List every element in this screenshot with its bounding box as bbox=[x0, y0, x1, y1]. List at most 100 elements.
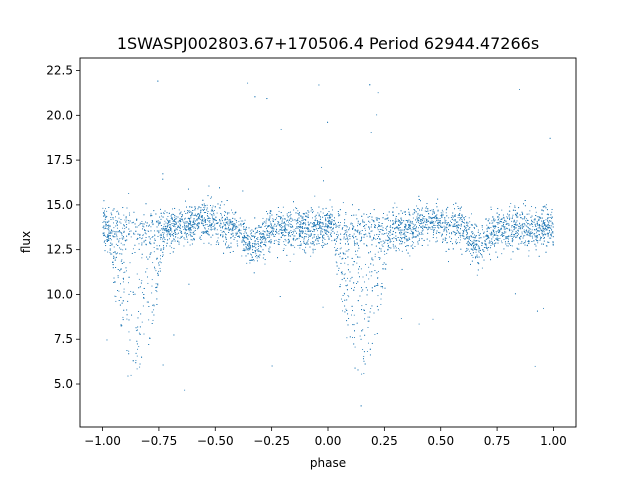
data-point bbox=[520, 228, 522, 230]
data-point bbox=[352, 337, 353, 338]
data-point bbox=[361, 287, 363, 289]
data-point bbox=[160, 255, 162, 257]
data-point bbox=[428, 220, 429, 222]
data-point bbox=[219, 204, 221, 206]
data-point bbox=[363, 221, 365, 223]
data-point bbox=[491, 220, 493, 222]
data-point bbox=[104, 214, 106, 216]
data-point bbox=[156, 257, 158, 259]
data-point bbox=[365, 263, 366, 265]
data-point bbox=[217, 240, 218, 242]
data-point bbox=[518, 228, 520, 230]
data-point bbox=[469, 227, 471, 228]
data-point bbox=[317, 228, 319, 229]
data-point bbox=[138, 287, 140, 289]
data-point bbox=[209, 222, 211, 224]
data-point bbox=[381, 283, 383, 284]
data-point bbox=[230, 219, 232, 221]
data-point bbox=[280, 227, 282, 228]
data-point bbox=[529, 232, 531, 234]
data-point bbox=[167, 220, 169, 222]
data-point bbox=[158, 262, 159, 264]
data-point bbox=[286, 224, 288, 226]
data-point bbox=[294, 235, 296, 237]
data-point bbox=[102, 222, 104, 223]
data-point bbox=[164, 241, 165, 243]
data-point bbox=[492, 216, 494, 218]
data-point bbox=[548, 237, 550, 239]
data-point bbox=[312, 250, 314, 252]
data-point bbox=[344, 293, 346, 295]
data-point bbox=[366, 235, 368, 237]
data-point bbox=[289, 223, 291, 225]
data-point bbox=[108, 238, 110, 240]
data-point bbox=[307, 230, 309, 232]
data-point bbox=[221, 231, 223, 233]
data-point bbox=[148, 319, 150, 321]
data-point bbox=[142, 234, 144, 236]
data-point bbox=[413, 227, 415, 229]
data-point bbox=[113, 227, 115, 229]
data-point bbox=[369, 235, 371, 237]
data-point bbox=[548, 225, 550, 227]
data-point bbox=[104, 235, 106, 237]
data-point bbox=[540, 225, 542, 227]
scatter-points bbox=[102, 80, 554, 407]
data-point bbox=[317, 234, 319, 236]
data-point bbox=[260, 236, 262, 238]
data-point bbox=[174, 236, 176, 238]
data-point bbox=[460, 236, 462, 238]
data-point bbox=[364, 318, 365, 320]
data-point bbox=[478, 250, 480, 252]
data-point bbox=[342, 257, 344, 259]
data-point bbox=[256, 257, 258, 259]
data-point bbox=[488, 226, 490, 228]
data-point bbox=[446, 242, 448, 244]
data-point bbox=[186, 229, 188, 231]
data-point bbox=[509, 206, 511, 208]
data-point bbox=[298, 217, 300, 219]
data-point bbox=[408, 219, 410, 221]
data-point bbox=[231, 230, 233, 232]
data-point bbox=[551, 211, 553, 213]
data-point bbox=[225, 212, 227, 214]
data-point bbox=[105, 225, 107, 227]
data-point bbox=[269, 240, 271, 242]
data-point bbox=[448, 225, 450, 227]
data-point bbox=[413, 226, 415, 228]
data-point bbox=[232, 232, 234, 234]
data-point bbox=[223, 240, 225, 242]
data-point bbox=[186, 238, 188, 240]
data-point bbox=[156, 230, 158, 232]
data-point bbox=[188, 230, 190, 232]
data-point bbox=[378, 218, 380, 220]
data-point bbox=[300, 243, 302, 245]
data-point bbox=[151, 292, 153, 294]
data-point bbox=[184, 210, 185, 212]
data-point bbox=[364, 229, 366, 231]
data-point bbox=[307, 214, 309, 216]
data-point bbox=[518, 237, 520, 238]
data-point bbox=[172, 208, 173, 210]
data-point bbox=[481, 226, 483, 228]
data-point bbox=[442, 214, 444, 216]
data-point bbox=[295, 220, 297, 222]
data-point bbox=[123, 288, 125, 290]
data-point bbox=[395, 227, 397, 228]
data-point bbox=[475, 244, 477, 245]
data-point bbox=[324, 226, 325, 228]
data-point bbox=[146, 301, 148, 303]
data-point bbox=[472, 232, 474, 234]
data-point bbox=[189, 210, 191, 212]
data-point bbox=[120, 222, 122, 224]
data-point bbox=[361, 305, 363, 307]
data-point bbox=[247, 238, 249, 240]
data-point bbox=[530, 224, 532, 226]
data-point bbox=[163, 223, 165, 225]
data-point bbox=[382, 240, 384, 242]
data-point bbox=[202, 231, 204, 233]
data-point bbox=[179, 223, 181, 225]
data-point bbox=[492, 233, 494, 235]
data-point bbox=[305, 216, 307, 217]
data-point bbox=[267, 237, 269, 238]
